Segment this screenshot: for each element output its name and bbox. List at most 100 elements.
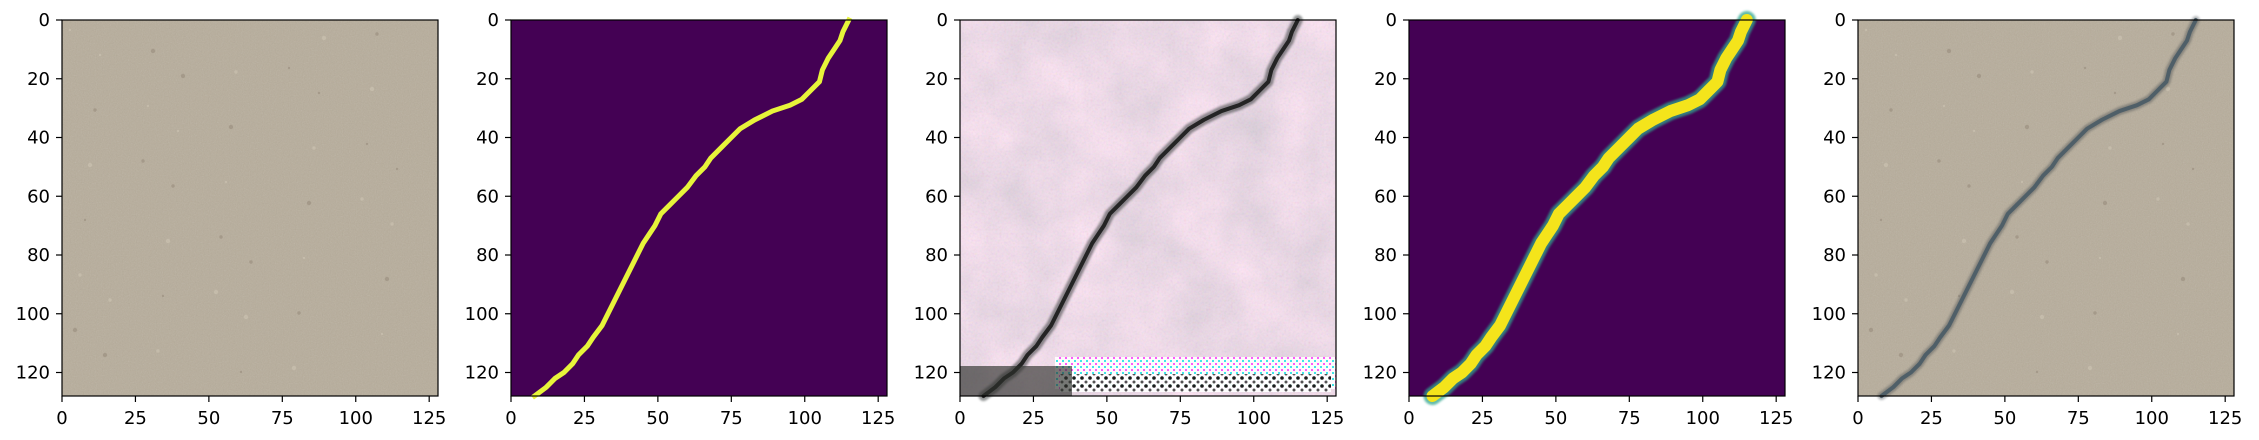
texture-speck-4-15 [1879,218,1883,222]
texture-speck-0-0 [68,28,72,32]
artifact-speckle-layer-2 [960,20,1336,396]
x-tick-label-4-1: 25 [1920,408,1943,429]
texture-speck-0-37 [249,260,253,264]
texture-speck-0-41 [180,73,186,79]
texture-speck-4-29 [2180,276,2186,282]
x-tick-label-3-2: 50 [1544,408,1567,429]
overlay-texture-image: 0 25 50 75 100 125 0 20 40 60 80 100 120 [1812,10,2243,429]
x-tick-label-0-1: 25 [124,408,147,429]
texture-speck-0-33 [317,91,321,95]
y-tick-label-4-1: 20 [1823,69,1846,90]
x-tick-label-1-4: 100 [788,408,822,429]
texture-speck-4-39 [2191,167,2195,171]
predicted-mask: 0 25 50 75 100 125 0 20 40 60 80 100 120 [1363,10,1794,429]
texture-speck-0-18 [302,256,306,260]
texture-speck-0-14 [369,86,375,92]
texture-speck-0-15 [83,218,87,222]
input-texture-image: 0 25 50 75 100 125 0 20 40 60 80 100 120 [16,10,447,429]
texture-speck-4-7 [2015,235,2019,239]
texture-speck-4-8 [2087,365,2093,371]
texture-speck-4-32 [2039,314,2045,320]
y-tick-label-3-3: 60 [1374,186,1397,207]
y-tick-label-4-5: 100 [1812,304,1846,325]
texture-speck-0-12 [224,180,228,184]
y-tick-label-0-3: 60 [27,186,50,207]
texture-speck-4-41 [1976,73,1982,79]
overlay-crack-line-4 [1879,18,2198,398]
texture-speck-4-0 [1864,28,1868,32]
y-tick-label-2-5: 100 [914,304,948,325]
y-tick-label-3-4: 80 [1374,245,1397,266]
x-tick-label-4-2: 50 [1993,408,2016,429]
x-tick-label-4-0: 0 [1852,408,1863,429]
y-tick-label-2-1: 20 [925,69,948,90]
texture-speck-0-16 [156,349,160,353]
texture-speck-4-18 [2098,256,2102,260]
texture-speck-0-31 [171,184,175,188]
texture-speck-4-30 [1894,53,1898,57]
ground-truth-mask: 0 25 50 75 100 125 0 20 40 60 80 100 120 [465,10,896,429]
x-tick-label-1-1: 25 [573,408,596,429]
x-tick-label-2-3: 75 [1169,408,1192,429]
y-tick-label-2-4: 80 [925,245,948,266]
x-tick-label-0-2: 50 [197,408,220,429]
x-tick-label-0-0: 0 [56,408,67,429]
texture-speck-0-9 [365,142,369,146]
x-tick-label-3-0: 0 [1403,408,1414,429]
texture-speck-0-4 [360,197,364,201]
texture-speck-0-28 [312,146,316,150]
texture-speck-4-16 [1952,349,1956,353]
texture-speck-0-2 [213,289,219,295]
y-tick-label-0-6: 120 [16,363,50,384]
axes-frame-1 [510,19,888,397]
texture-speck-0-30 [98,53,102,57]
texture-speck-0-32 [243,314,249,320]
texture-speck-0-29 [384,276,390,282]
texture-speck-0-26 [165,238,171,244]
x-tick-label-2-4: 100 [1237,408,1271,429]
texture-speck-4-24 [2176,332,2180,336]
texture-speck-4-22 [2030,70,2034,74]
texture-speck-0-7 [219,235,223,239]
axes-frame-2 [959,19,1337,397]
texture-speck-4-36 [1972,129,1976,133]
texture-speck-4-35 [1898,352,1904,358]
y-tick-label-1-4: 80 [476,245,499,266]
texture-speck-4-27 [2035,370,2039,374]
texture-speck-4-1 [1937,159,1941,163]
texture-speck-0-20 [87,162,93,168]
texture-speck-4-31 [1967,184,1971,188]
y-tick-label-3-1: 20 [1374,69,1397,90]
x-tick-label-2-1: 25 [1022,408,1045,429]
x-tick-label-1-2: 50 [646,408,669,429]
x-tick-label-2-2: 50 [1095,408,1118,429]
y-tick-label-1-1: 20 [476,69,499,90]
y-tick-label-4-4: 80 [1823,245,1846,266]
texture-speck-4-33 [2113,91,2117,95]
texture-speck-0-1 [141,159,145,163]
texture-speck-4-19 [2171,32,2175,36]
texture-speck-4-13 [2093,311,2097,315]
y-tick-label-4-0: 0 [1835,10,1846,31]
soft-mask-background-3 [1409,20,1785,396]
y-tick-label-2-2: 40 [925,128,948,149]
y-tick-label-2-0: 0 [937,10,948,31]
x-tick-label-3-5: 125 [1759,408,1793,429]
x-tick-label-3-3: 75 [1618,408,1641,429]
texture-speck-0-36 [176,129,180,133]
soft-mask-core-3 [1426,14,1753,402]
y-tick-label-1-0: 0 [488,10,499,31]
y-tick-label-0-1: 20 [27,69,50,90]
x-tick-label-0-3: 75 [271,408,294,429]
x-tick-label-1-5: 125 [861,408,895,429]
x-tick-label-2-0: 0 [954,408,965,429]
mask-background-1 [511,20,887,396]
texture-speck-4-10 [1874,273,1878,277]
y-tick-label-1-3: 60 [476,186,499,207]
y-tick-label-3-6: 120 [1363,363,1397,384]
texture-speck-0-27 [239,370,243,374]
y-tick-label-2-3: 60 [925,186,948,207]
generated-artifact-image: 0 25 50 75 100 125 0 20 40 60 80 100 120 [914,10,1345,429]
texture-speck-4-2 [2009,289,2015,295]
